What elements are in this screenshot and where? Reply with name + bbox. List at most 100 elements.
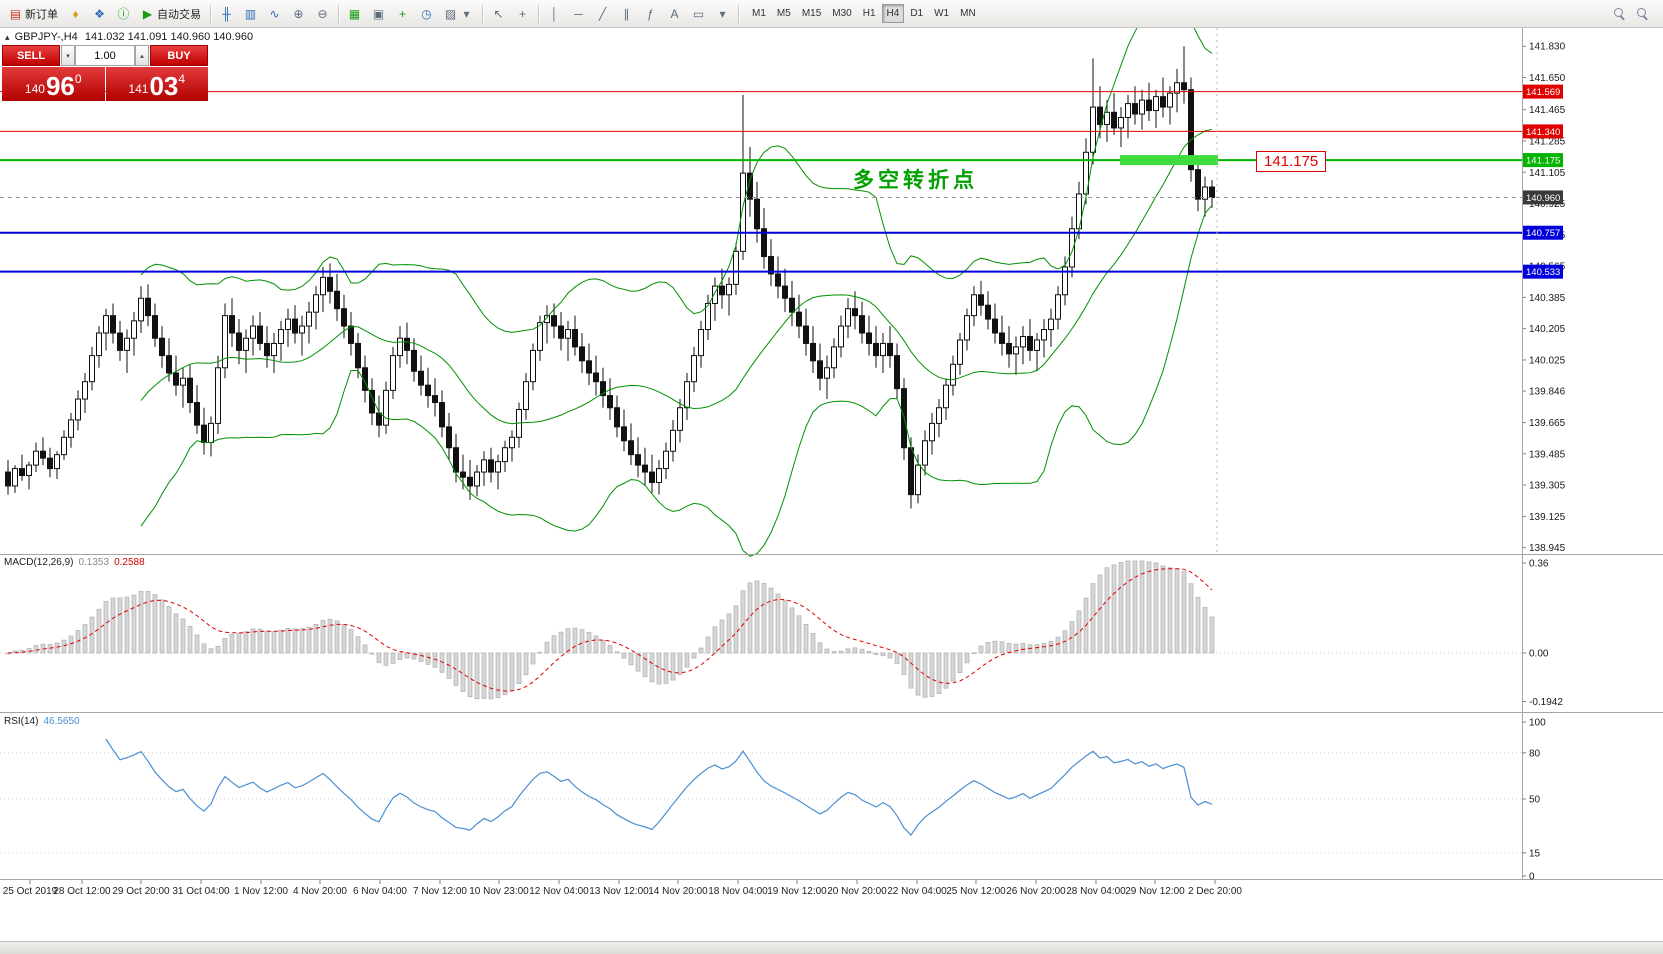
svg-text:4 Nov 20:00: 4 Nov 20:00 xyxy=(293,886,347,896)
buy-price-big: 03 xyxy=(149,71,179,101)
svg-text:139.846: 139.846 xyxy=(1529,387,1566,398)
macd-signal-value: 0.2588 xyxy=(114,557,145,568)
svg-text:29 Nov 12:00: 29 Nov 12:00 xyxy=(1125,886,1185,896)
fibonacci-button[interactable]: ƒ xyxy=(639,3,662,25)
info-button[interactable]: ⓘ xyxy=(112,3,135,25)
channel-button[interactable]: ∥ xyxy=(615,3,638,25)
chart-annotation-text[interactable]: 多空转折点 xyxy=(853,169,978,192)
svg-text:139.665: 139.665 xyxy=(1529,418,1566,429)
community-button[interactable]: ❖ xyxy=(88,3,111,25)
new-order-label: 新订单 xyxy=(25,8,58,21)
timeframe-button-h1[interactable]: H1 xyxy=(858,4,881,23)
timeframe-button-m5[interactable]: M5 xyxy=(772,4,796,23)
timeframe-button-d1[interactable]: D1 xyxy=(905,4,928,23)
svg-text:15: 15 xyxy=(1529,848,1541,859)
price-level-tag[interactable]: 141.175 xyxy=(1256,151,1327,172)
svg-text:25 Oct 2019: 25 Oct 2019 xyxy=(3,886,58,896)
buy-button[interactable]: BUY xyxy=(150,45,208,66)
svg-text:139.305: 139.305 xyxy=(1529,481,1566,492)
svg-text:1 Nov 12:00: 1 Nov 12:00 xyxy=(234,886,288,896)
macd-main-value: 0.1353 xyxy=(78,557,110,568)
cursor-button[interactable]: ↖ xyxy=(487,3,510,25)
tile-windows-button[interactable]: ▦ xyxy=(343,3,366,25)
zoom-out-button[interactable]: ⊖ xyxy=(311,3,334,25)
sell-button[interactable]: SELL xyxy=(2,45,60,66)
symbol-title: GBPJPY-,H4 xyxy=(14,31,78,43)
shapes-button[interactable]: ▾ xyxy=(711,3,734,25)
template-button[interactable]: ▨ ▾ xyxy=(439,3,478,25)
horn-icon: ♦ xyxy=(72,6,79,21)
svg-text:2 Dec 20:00: 2 Dec 20:00 xyxy=(1188,886,1242,896)
svg-text:141.340: 141.340 xyxy=(1526,127,1560,138)
timeframe-button-h4[interactable]: H4 xyxy=(881,4,905,23)
trendline-icon: ╱ xyxy=(598,6,607,21)
timeframe-button-m1[interactable]: M1 xyxy=(747,4,771,23)
svg-text:6 Nov 04:00: 6 Nov 04:00 xyxy=(353,886,407,896)
crosshair-button[interactable]: + xyxy=(511,3,534,25)
crosshair-icon: + xyxy=(518,6,526,21)
autotrading-label: 自动交易 xyxy=(157,8,201,21)
cascade-windows-button[interactable]: ▣ xyxy=(367,3,390,25)
sell-price-button[interactable]: 140 96 0 xyxy=(2,67,105,101)
svg-text:140.925: 140.925 xyxy=(1529,199,1566,210)
timeframe-button-w1[interactable]: W1 xyxy=(929,4,954,23)
vertical-line-button[interactable]: │ xyxy=(543,3,566,25)
autotrading-button[interactable]: ▶ 自动交易 xyxy=(136,3,206,25)
volume-increase-button[interactable]: ▴ xyxy=(135,45,149,66)
svg-text:139.485: 139.485 xyxy=(1529,449,1566,460)
volume-control: ▾ ▴ xyxy=(61,45,149,66)
timeframe-button-m30[interactable]: M30 xyxy=(827,4,856,23)
svg-text:141.830: 141.830 xyxy=(1529,42,1566,53)
text-button[interactable]: A xyxy=(663,3,686,25)
chart-canvas[interactable]: 141.830 141.650 141.465 141.285 141.105 140.9… xyxy=(0,28,1663,896)
buy-price-base: 141 xyxy=(128,82,149,96)
macd-indicator-label: MACD(12,26,9) 0.1353 0.2588 xyxy=(4,557,145,568)
periods-button[interactable]: ◷ xyxy=(415,3,438,25)
svg-text:7 Nov 12:00: 7 Nov 12:00 xyxy=(413,886,467,896)
svg-text:10 Nov 23:00: 10 Nov 23:00 xyxy=(469,886,529,896)
tile-windows-icon: ▦ xyxy=(348,6,361,21)
periods-icon: ◷ xyxy=(421,6,432,21)
volume-input[interactable] xyxy=(75,45,135,66)
symbol-arrow-icon: ▴ xyxy=(5,32,10,42)
toolbar-right-group xyxy=(1613,7,1659,20)
svg-text:18 Nov 04:00: 18 Nov 04:00 xyxy=(708,886,768,896)
svg-text:80: 80 xyxy=(1529,748,1541,759)
rsi-value: 46.5650 xyxy=(43,716,80,727)
symbol-ohlc-values: 141.032 141.091 140.960 140.960 xyxy=(84,31,254,43)
horn-button[interactable]: ♦ xyxy=(64,3,87,25)
svg-text:22 Nov 04:00: 22 Nov 04:00 xyxy=(887,886,947,896)
svg-text:-0.1942: -0.1942 xyxy=(1529,697,1563,708)
svg-text:13 Nov 12:00: 13 Nov 12:00 xyxy=(589,886,649,896)
timeframe-group: M1 M5 M15 M30 H1 H4 D1 W1 MN xyxy=(747,4,981,23)
magnifier-icon[interactable] xyxy=(1636,7,1649,20)
fibonacci-icon: ƒ xyxy=(647,6,654,21)
svg-text:28 Nov 04:00: 28 Nov 04:00 xyxy=(1066,886,1126,896)
svg-text:141.105: 141.105 xyxy=(1529,168,1566,179)
zoom-in-button[interactable]: ⊕ xyxy=(287,3,310,25)
cursor-icon: ↖ xyxy=(493,6,504,21)
buy-price-button[interactable]: 141 03 4 xyxy=(105,67,208,101)
new-order-icon: ▤ xyxy=(9,6,22,21)
vertical-line-icon: │ xyxy=(550,6,559,21)
candlestick-chart-button[interactable]: ▥ xyxy=(239,3,262,25)
svg-text:19 Nov 12:00: 19 Nov 12:00 xyxy=(767,886,827,896)
horizontal-line-button[interactable]: ─ xyxy=(567,3,590,25)
bar-chart-button[interactable]: ╫ xyxy=(215,3,238,25)
trendline-button[interactable]: ╱ xyxy=(591,3,614,25)
search-icon[interactable] xyxy=(1613,7,1626,20)
toolbar-separator xyxy=(738,4,739,23)
timeframe-button-mn[interactable]: MN xyxy=(955,4,981,23)
volume-decrease-button[interactable]: ▾ xyxy=(61,45,75,66)
new-order-button[interactable]: ▤ 新订单 xyxy=(4,3,63,25)
channel-icon: ∥ xyxy=(623,6,630,21)
line-chart-button[interactable]: ∿ xyxy=(263,3,286,25)
buy-price-pip: 4 xyxy=(178,72,186,86)
svg-text:140.960: 140.960 xyxy=(1526,193,1560,204)
timeframe-button-m15[interactable]: M15 xyxy=(797,4,826,23)
add-indicator-button[interactable]: + xyxy=(391,3,414,25)
template-icon: ▨ xyxy=(444,6,457,21)
text-label-button[interactable]: ▭ xyxy=(687,3,710,25)
svg-text:141.650: 141.650 xyxy=(1529,73,1566,84)
